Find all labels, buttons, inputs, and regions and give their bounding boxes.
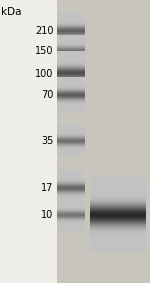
Text: 35: 35 [41,136,53,147]
Text: 100: 100 [35,68,53,79]
Text: 210: 210 [35,26,53,36]
Text: kDa: kDa [1,7,21,17]
Text: 150: 150 [35,46,53,56]
Bar [57,0,150,283]
Text: 17: 17 [41,183,53,193]
Text: 10: 10 [41,210,53,220]
Text: 70: 70 [41,90,53,100]
